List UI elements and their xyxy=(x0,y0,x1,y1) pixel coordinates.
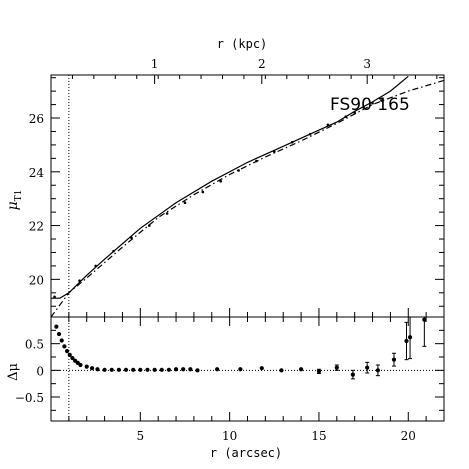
residual-point xyxy=(59,338,64,343)
residual-point xyxy=(407,335,413,340)
top-axis-tick-label: 1 xyxy=(151,57,159,71)
bottom-axis-label: r (arcsec) xyxy=(210,446,282,460)
top-axis-tick-label: 2 xyxy=(258,57,266,71)
residual-point xyxy=(365,365,370,370)
x-tick-label: 10 xyxy=(222,429,237,443)
residual-point xyxy=(152,367,157,372)
residual-point xyxy=(195,368,200,373)
lower-y-tick-label: 0.5 xyxy=(25,338,44,352)
residual-point xyxy=(298,367,304,372)
model-dashdot-line xyxy=(51,79,444,317)
residual-point xyxy=(238,367,243,372)
profile-data-point xyxy=(183,201,187,205)
residual-point xyxy=(259,366,264,371)
x-tick-label: 15 xyxy=(311,429,326,443)
residual-point xyxy=(67,352,72,357)
residual-point xyxy=(391,357,397,362)
residual-point xyxy=(102,367,107,372)
residual-point xyxy=(70,355,75,361)
profile-data-point xyxy=(380,99,383,102)
x-tick-label: 5 xyxy=(136,429,144,443)
residual-point xyxy=(375,368,381,373)
x-tick-label: 20 xyxy=(401,429,416,443)
lower-y-axis-label: Δμ xyxy=(6,363,21,381)
residual-point xyxy=(64,349,70,354)
residual-point xyxy=(54,324,59,329)
residual-point xyxy=(116,367,121,372)
profile-data-point xyxy=(201,190,205,194)
upper-y-tick-label: 24 xyxy=(29,166,45,180)
residual-point xyxy=(173,367,179,372)
model-solid-line xyxy=(51,75,409,299)
top-axis-label: r (kpc) xyxy=(217,37,268,51)
chart-layer: 5 10 15 20 1 2 3 20 22 24 26 0.5 0 −0.5 xyxy=(15,57,444,443)
svg-text:μT1: μT1 xyxy=(5,190,24,211)
residual-point xyxy=(131,367,136,372)
svg-text:Δμ: Δμ xyxy=(6,363,21,381)
profile-data-point xyxy=(53,295,56,299)
residual-point xyxy=(166,367,171,372)
residual-point xyxy=(422,317,427,322)
residual-point xyxy=(138,367,143,372)
residual-point xyxy=(215,367,220,372)
residual-point xyxy=(123,367,129,372)
upper-y-tick-label: 20 xyxy=(29,273,44,287)
residual-point xyxy=(145,367,150,372)
upper-y-tick-label: 26 xyxy=(29,112,44,126)
residual-point xyxy=(89,366,95,371)
upper-y-tick-label: 22 xyxy=(29,220,44,234)
profile-data-point xyxy=(165,212,169,215)
residual-point xyxy=(95,367,100,372)
upper-y-label-sub: T1 xyxy=(14,190,24,202)
upper-y-label-main: μ xyxy=(5,201,21,210)
residual-point xyxy=(188,367,193,372)
residual-point xyxy=(316,369,322,374)
residual-point xyxy=(181,367,186,372)
lower-y-tick-label: −0.5 xyxy=(15,391,44,405)
residual-point xyxy=(279,368,284,373)
residual-point xyxy=(350,372,355,377)
upper-y-axis-label: μT1 xyxy=(5,190,24,211)
residual-point xyxy=(56,331,62,337)
lower-y-tick-label: 0 xyxy=(36,364,44,378)
residual-point xyxy=(334,365,339,370)
top-axis-tick-label: 3 xyxy=(363,57,371,71)
residual-point xyxy=(159,367,164,372)
residual-point xyxy=(62,344,67,349)
galaxy-annotation: FS90 165 xyxy=(330,95,410,115)
residual-point xyxy=(404,338,409,344)
residual-point xyxy=(78,362,83,368)
residual-point xyxy=(109,367,114,372)
residual-point xyxy=(84,364,89,369)
